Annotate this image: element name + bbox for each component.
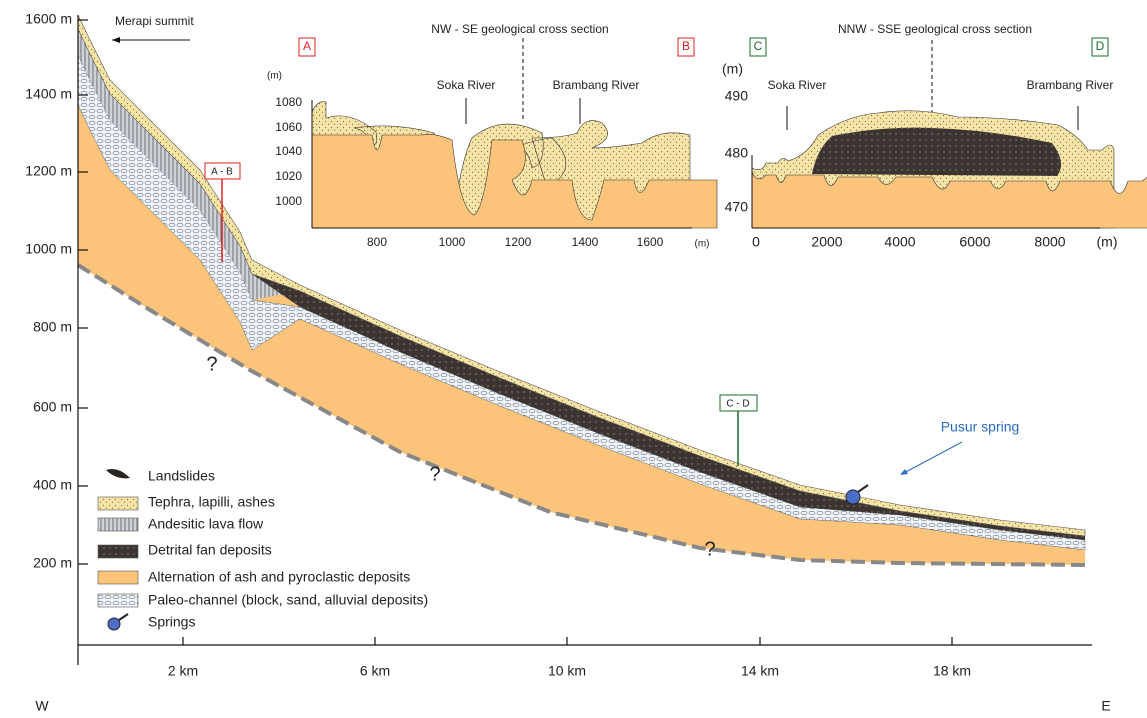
x-label: 18 km — [933, 663, 971, 679]
x-label: 1200 — [505, 235, 532, 249]
y-label: 1000 — [275, 194, 302, 208]
y-label: 400 m — [33, 477, 72, 493]
unknown-mark: ? — [704, 538, 715, 560]
y-label: 490 — [725, 88, 749, 104]
y-label: 480 — [725, 145, 749, 161]
legend-label: Andesitic lava flow — [148, 516, 264, 532]
unknown-mark: ? — [429, 463, 440, 485]
cross-section — [76, 14, 1086, 567]
y-label: 200 m — [33, 555, 72, 571]
river-label: Soka River — [437, 78, 496, 92]
inset-cd: NNW - SSE geological cross section C D S… — [722, 22, 1147, 250]
x-label: 1000 — [439, 235, 466, 249]
y-label: 800 m — [33, 319, 72, 335]
spring-label: Pusur spring — [941, 419, 1020, 435]
y-label: 1040 — [275, 144, 302, 158]
x-label: 800 — [367, 235, 387, 249]
y-label: 1080 — [275, 95, 302, 109]
river-label: Brambang River — [1027, 78, 1114, 92]
x-label: 0 — [752, 234, 760, 250]
legend-label: Springs — [148, 614, 195, 630]
x-label: 8000 — [1034, 234, 1065, 250]
section-end: C — [754, 39, 763, 53]
legend: Landslides Tephra, lapilli, ashes Andesi… — [97, 468, 428, 631]
detrital-layer — [78, 29, 1085, 540]
y-label: 1400 m — [25, 86, 72, 102]
river-label: Soka River — [768, 78, 827, 92]
section-end: B — [682, 39, 690, 53]
cd-label: C - D — [726, 399, 749, 410]
y-label: 1020 — [275, 169, 302, 183]
y-label: 1060 — [275, 120, 302, 134]
legend-label: Alternation of ash and pyroclastic depos… — [148, 569, 410, 585]
y-label: 1200 m — [25, 163, 72, 179]
legend-label: Detrital fan deposits — [148, 542, 272, 558]
y-label: 600 m — [33, 399, 72, 415]
x-label: 6000 — [959, 234, 990, 250]
ab-label: A - B — [211, 167, 233, 178]
base-boundary — [76, 263, 1086, 567]
west-label: W — [35, 698, 49, 714]
x-label: 2000 — [811, 234, 842, 250]
inset-title: NNW - SSE geological cross section — [838, 22, 1032, 36]
spring-marker — [845, 489, 861, 505]
paleo-channel-layer — [77, 54, 1086, 551]
unit: (m) — [267, 71, 282, 82]
unknown-mark: ? — [206, 353, 217, 375]
x-label: 2 km — [168, 663, 198, 679]
unit: (m) — [695, 239, 710, 250]
y-label: 1600 m — [25, 11, 72, 27]
river-label: Brambang River — [553, 78, 640, 92]
unit: (m) — [722, 61, 743, 77]
x-label: 6 km — [360, 663, 390, 679]
legend-label: Tephra, lapilli, ashes — [148, 494, 275, 510]
tephra-layer — [77, 14, 1086, 537]
legend-label: Paleo-channel (block, sand, alluvial dep… — [148, 592, 428, 608]
legend-label: Landslides — [148, 468, 215, 484]
x-label: 4000 — [884, 234, 915, 250]
x-label: 1600 — [637, 235, 664, 249]
summit-label: Merapi summit — [115, 14, 194, 28]
x-label: 14 km — [741, 663, 779, 679]
section-end: A — [303, 39, 311, 53]
x-label: 10 km — [548, 663, 586, 679]
axes — [77, 15, 1092, 665]
x-label: 1400 — [572, 235, 599, 249]
inset-title: NW - SE geological cross section — [431, 22, 608, 36]
y-label: 1000 m — [25, 241, 72, 257]
east-label: E — [1101, 698, 1110, 714]
unit: (m) — [1097, 234, 1118, 250]
inset-ab: NW - SE geological cross section A B Sok… — [267, 22, 718, 250]
section-end: D — [1096, 39, 1105, 53]
y-label: 470 — [725, 199, 749, 215]
